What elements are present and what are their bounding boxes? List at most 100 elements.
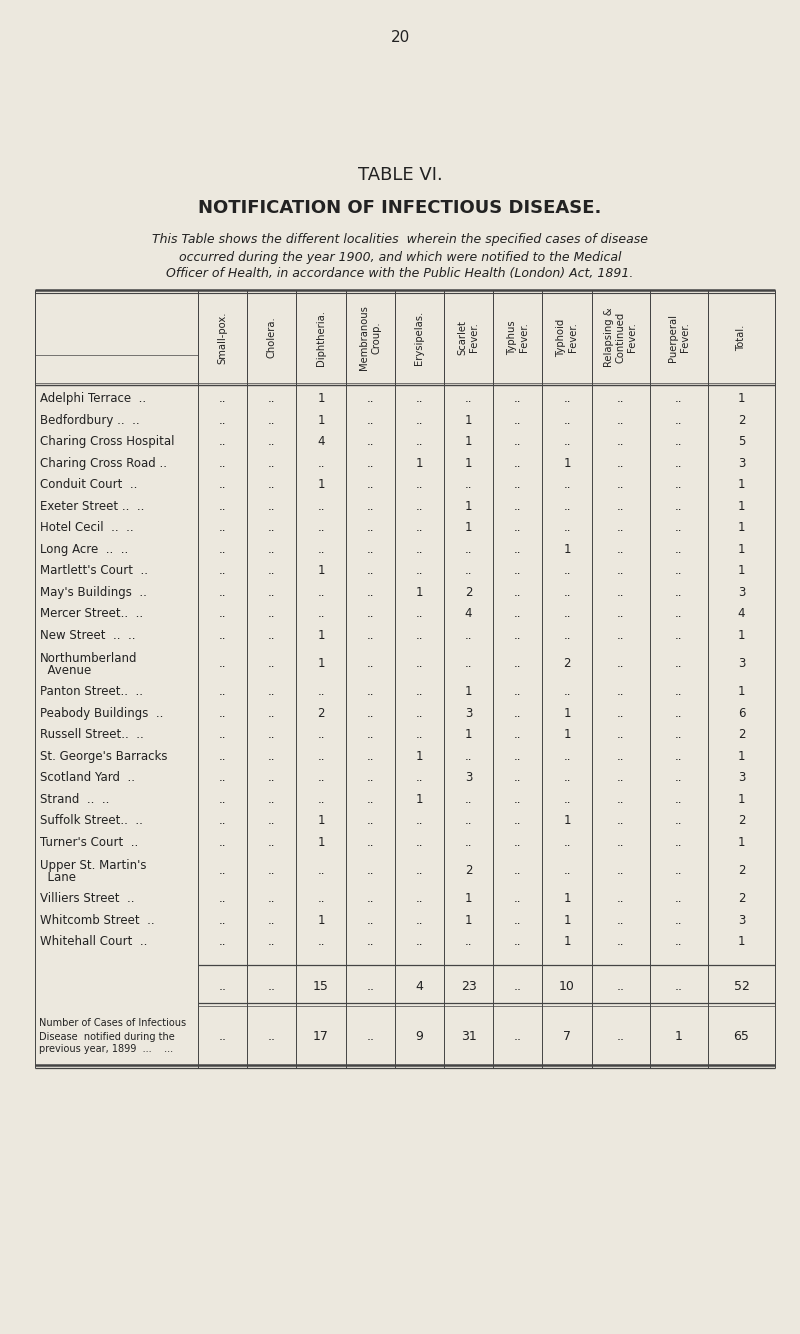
Text: ..: ..	[268, 814, 275, 827]
Text: Officer of Health, in accordance with the Public Health (London) Act, 1891.: Officer of Health, in accordance with th…	[166, 268, 634, 280]
Text: ..: ..	[514, 771, 522, 784]
Text: ..: ..	[366, 607, 374, 620]
Text: 1: 1	[465, 522, 472, 534]
Text: 1: 1	[318, 658, 325, 670]
Text: ..: ..	[219, 728, 226, 742]
Text: ..: ..	[617, 522, 625, 534]
Text: 1: 1	[318, 628, 325, 642]
Text: Cholera.: Cholera.	[267, 316, 277, 359]
Text: 1: 1	[738, 628, 746, 642]
Text: ..: ..	[268, 980, 276, 992]
Text: ..: ..	[268, 607, 275, 620]
Text: ..: ..	[219, 543, 226, 556]
Text: Suffolk Street..  ..: Suffolk Street.. ..	[40, 814, 143, 827]
Text: 1: 1	[738, 564, 746, 578]
Text: ..: ..	[268, 892, 275, 906]
Text: Avenue: Avenue	[40, 664, 91, 676]
Text: ..: ..	[268, 564, 275, 578]
Text: ..: ..	[416, 935, 423, 948]
Text: ..: ..	[465, 814, 472, 827]
Text: ..: ..	[219, 564, 226, 578]
Text: ..: ..	[268, 835, 275, 848]
Text: ..: ..	[219, 814, 226, 827]
Text: ..: ..	[514, 892, 522, 906]
Text: ..: ..	[465, 792, 472, 806]
Text: ..: ..	[563, 522, 570, 534]
Text: ..: ..	[268, 435, 275, 448]
Text: Charing Cross Road ..: Charing Cross Road ..	[40, 456, 167, 470]
Text: ..: ..	[366, 935, 374, 948]
Text: ..: ..	[563, 500, 570, 512]
Text: Turner's Court  ..: Turner's Court ..	[40, 835, 138, 848]
Text: ..: ..	[219, 892, 226, 906]
Text: 1: 1	[318, 392, 325, 406]
Text: ..: ..	[514, 607, 522, 620]
Text: Membranous
Croup.: Membranous Croup.	[359, 305, 381, 370]
Text: 1: 1	[563, 914, 570, 927]
Text: ..: ..	[617, 435, 625, 448]
Text: ..: ..	[617, 792, 625, 806]
Text: ..: ..	[366, 980, 374, 992]
Text: 1: 1	[465, 456, 472, 470]
Text: ..: ..	[366, 628, 374, 642]
Text: ..: ..	[675, 522, 682, 534]
Text: 1: 1	[738, 479, 746, 491]
Text: ..: ..	[268, 935, 275, 948]
Text: ..: ..	[617, 892, 625, 906]
Text: 1: 1	[318, 564, 325, 578]
Text: 5: 5	[738, 435, 745, 448]
Text: ..: ..	[366, 435, 374, 448]
Text: 1: 1	[738, 522, 746, 534]
Text: 1: 1	[563, 543, 570, 556]
Text: 1: 1	[563, 728, 570, 742]
Text: ..: ..	[366, 864, 374, 876]
Text: ..: ..	[675, 750, 682, 763]
Text: Charing Cross Hospital: Charing Cross Hospital	[40, 435, 174, 448]
Text: 1: 1	[738, 500, 746, 512]
Text: Scotland Yard  ..: Scotland Yard ..	[40, 771, 135, 784]
Text: ..: ..	[416, 892, 423, 906]
Text: 3: 3	[465, 771, 472, 784]
Text: ..: ..	[318, 686, 325, 698]
Text: ..: ..	[617, 628, 625, 642]
Text: 1: 1	[563, 456, 570, 470]
Text: ..: ..	[514, 522, 522, 534]
Text: ..: ..	[366, 522, 374, 534]
Text: ..: ..	[416, 500, 423, 512]
Text: 3: 3	[738, 771, 745, 784]
Text: Typhus
Fever.: Typhus Fever.	[507, 320, 529, 355]
Text: ..: ..	[219, 935, 226, 948]
Text: ..: ..	[617, 586, 625, 599]
Text: ..: ..	[318, 522, 325, 534]
Text: ..: ..	[366, 686, 374, 698]
Text: ..: ..	[514, 658, 522, 670]
Text: Conduit Court  ..: Conduit Court ..	[40, 479, 138, 491]
Text: ..: ..	[675, 686, 682, 698]
Text: ..: ..	[563, 435, 570, 448]
Text: ..: ..	[617, 864, 625, 876]
Text: ..: ..	[219, 414, 226, 427]
Text: ..: ..	[219, 864, 226, 876]
Text: Bedfordbury ..  ..: Bedfordbury .. ..	[40, 414, 140, 427]
Text: ..: ..	[268, 686, 275, 698]
Text: ..: ..	[514, 707, 522, 720]
Text: ..: ..	[366, 414, 374, 427]
Text: ..: ..	[366, 771, 374, 784]
Text: ..: ..	[514, 792, 522, 806]
Text: ..: ..	[563, 835, 570, 848]
Text: ..: ..	[675, 914, 682, 927]
Text: May's Buildings  ..: May's Buildings ..	[40, 586, 147, 599]
Text: ..: ..	[268, 792, 275, 806]
Text: ..: ..	[366, 564, 374, 578]
Text: ..: ..	[366, 707, 374, 720]
Text: ..: ..	[366, 500, 374, 512]
Text: Martlett's Court  ..: Martlett's Court ..	[40, 564, 148, 578]
Text: 4: 4	[415, 980, 423, 992]
Text: ..: ..	[416, 686, 423, 698]
Text: ..: ..	[563, 392, 570, 406]
Text: ..: ..	[268, 864, 275, 876]
Text: ..: ..	[318, 500, 325, 512]
Text: 1: 1	[465, 728, 472, 742]
Text: ..: ..	[514, 980, 522, 992]
Text: ..: ..	[268, 750, 275, 763]
